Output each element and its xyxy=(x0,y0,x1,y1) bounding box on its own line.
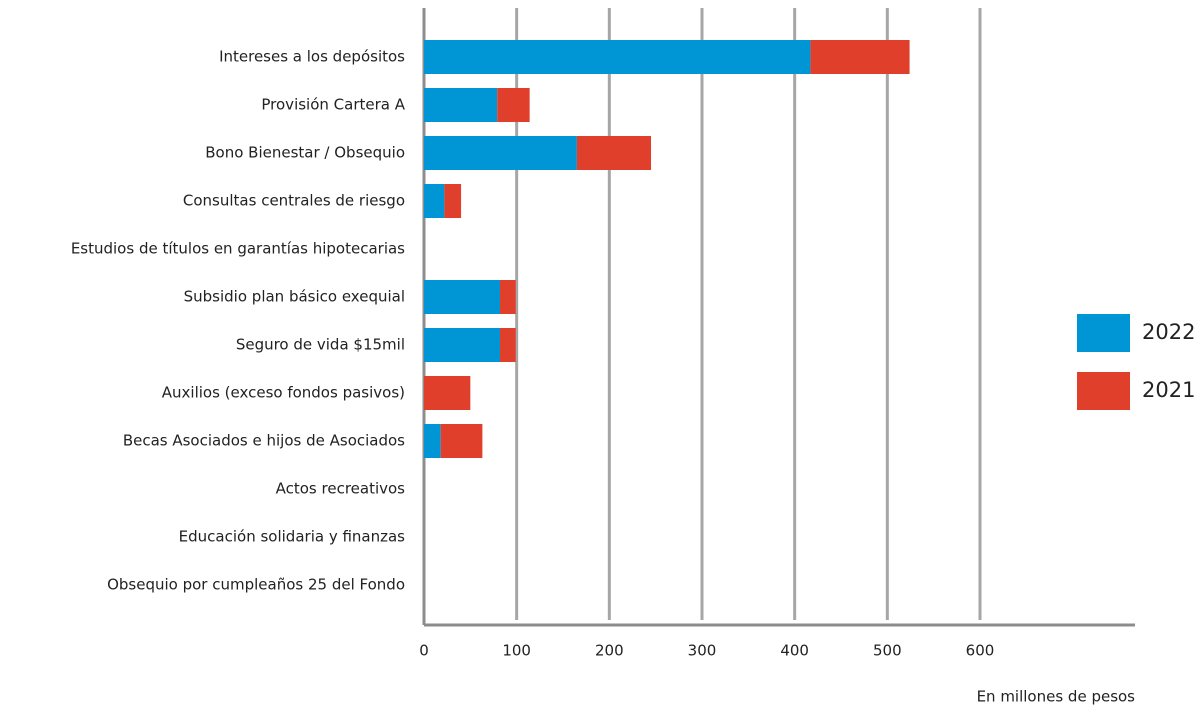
bar-segment xyxy=(424,424,441,458)
bar-segment xyxy=(424,88,498,122)
bar-segment xyxy=(576,136,652,170)
y-tick-label: Auxilios (exceso fondos pasivos) xyxy=(162,384,405,402)
bar-segment xyxy=(424,184,445,218)
legend-swatch xyxy=(1077,314,1130,352)
y-tick-label: Estudios de títulos en garantías hipotec… xyxy=(71,240,405,258)
x-tick-label: 600 xyxy=(966,642,995,660)
x-tick-label: 100 xyxy=(502,642,531,660)
x-axis-label: En millones de pesos xyxy=(977,688,1136,706)
legend-label: 2021 xyxy=(1142,378,1195,402)
bar-segment xyxy=(424,376,471,410)
bar-segment xyxy=(424,280,500,314)
bar-segment xyxy=(497,88,530,122)
bar-segment xyxy=(444,184,462,218)
legend-label: 2022 xyxy=(1142,320,1195,344)
bar-segment xyxy=(424,136,577,170)
bar-segment xyxy=(810,40,910,74)
x-tick-label: 0 xyxy=(419,642,429,660)
bar-segment xyxy=(440,424,483,458)
bar-segment xyxy=(499,280,516,314)
y-tick-label: Provisión Cartera A xyxy=(261,96,405,114)
x-tick-label: 200 xyxy=(595,642,624,660)
y-tick-label: Obsequio por cumpleaños 25 del Fondo xyxy=(107,576,405,594)
y-tick-label: Intereses a los depósitos xyxy=(219,48,405,66)
y-tick-label: Subsidio plan básico exequial xyxy=(184,288,405,306)
y-tick-label: Educación solidaria y finanzas xyxy=(179,528,406,546)
x-tick-label: 400 xyxy=(780,642,809,660)
y-tick-label: Bono Bienestar / Obsequio xyxy=(205,144,405,162)
bar-segment xyxy=(424,40,811,74)
y-tick-label: Seguro de vida $15mil xyxy=(236,336,405,354)
legend-swatch xyxy=(1077,372,1130,410)
x-tick-label: 300 xyxy=(688,642,717,660)
y-tick-label: Actos recreativos xyxy=(276,480,406,498)
y-tick-label: Becas Asociados e hijos de Asociados xyxy=(123,432,405,450)
x-tick-label: 500 xyxy=(873,642,902,660)
y-tick-label: Consultas centrales de riesgo xyxy=(183,192,405,210)
bar-segment xyxy=(424,328,500,362)
bar-segment xyxy=(499,328,516,362)
